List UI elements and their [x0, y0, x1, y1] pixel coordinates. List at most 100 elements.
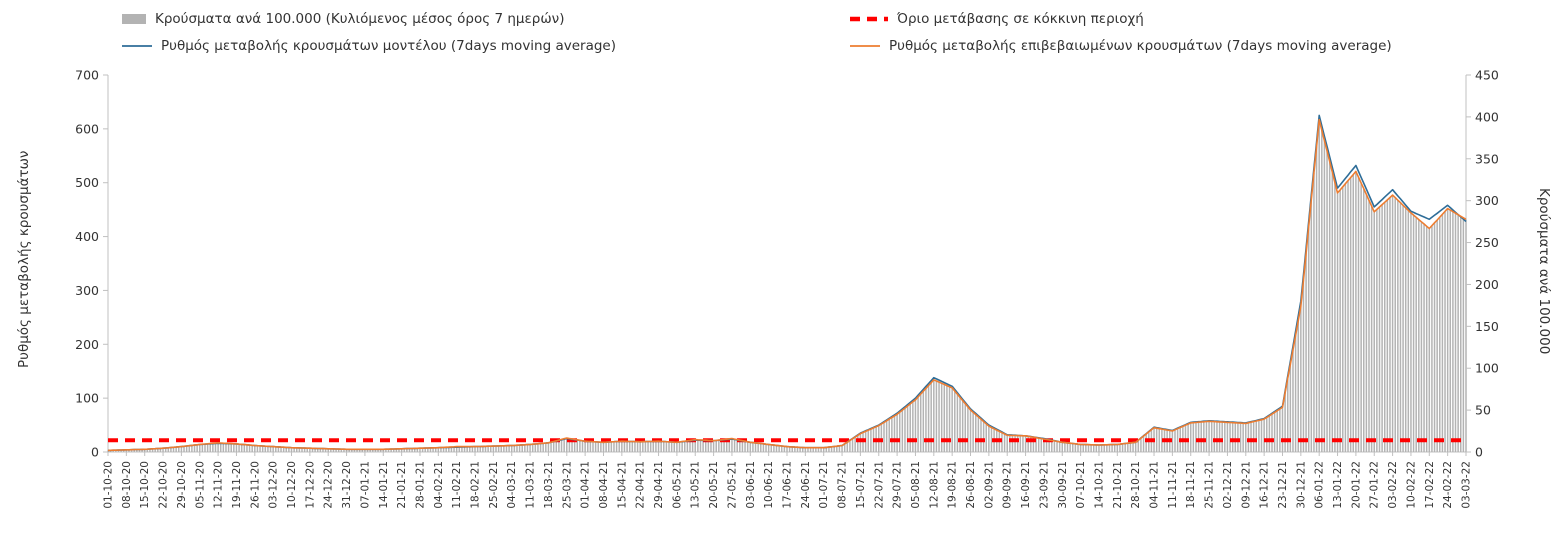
x-tick-label-group: 29-04-21 [653, 461, 665, 509]
x-tick-label: 21-10-21 [1112, 461, 1124, 509]
left-tick-label: 500 [75, 175, 99, 190]
x-tick-label: 24-02-22 [1442, 461, 1454, 509]
x-tick-label: 15-07-21 [855, 461, 867, 509]
right-tick-label: 100 [1475, 361, 1499, 376]
x-tick-label: 24-12-20 [323, 461, 335, 509]
x-tick-label: 16-12-21 [1259, 461, 1271, 509]
confirmed-line-series [107, 118, 1467, 452]
right-tick-label: 350 [1475, 151, 1499, 166]
x-tick-label: 02-09-21 [983, 461, 995, 509]
x-tick-label-group: 25-11-21 [1204, 461, 1216, 509]
right-tick-label: 450 [1475, 68, 1499, 83]
bars-legend-swatch-icon [122, 14, 146, 24]
legend-item-threshold: Όριο μετάβασης σε κόκκινη περιοχή [850, 11, 1144, 27]
x-tick-label-group: 22-07-21 [873, 461, 885, 509]
x-tick-label-group: 01-04-21 [580, 461, 592, 509]
left-tick-label: 400 [75, 229, 99, 244]
x-tick-label-group: 10-06-21 [763, 461, 775, 509]
x-tick-label: 27-01-22 [1369, 461, 1381, 509]
x-tick-label-group: 30-09-21 [1057, 461, 1069, 509]
model-line-series [107, 114, 1467, 452]
x-tick-label: 01-04-21 [580, 461, 592, 509]
x-tick-label-group: 27-01-22 [1369, 461, 1381, 509]
x-tick-label-group: 14-01-21 [378, 461, 390, 509]
x-tick-label: 13-05-21 [690, 461, 702, 509]
x-tick-label-group: 17-02-22 [1424, 461, 1436, 509]
x-tick-label-group: 18-02-21 [470, 461, 482, 509]
x-tick-label: 17-12-20 [304, 461, 316, 509]
x-tick-label-group: 09-09-21 [1002, 461, 1014, 509]
x-tick-label-group: 04-03-21 [506, 461, 518, 509]
legend-label-bars: Κρούσματα ανά 100.000 (Κυλιόμενος μέσος … [155, 11, 565, 27]
x-tick-label: 31-12-20 [341, 461, 353, 509]
x-tick-label: 03-03-22 [1461, 461, 1473, 509]
x-tick-label: 15-10-20 [139, 461, 151, 509]
threshold-legend-swatch-icon [850, 16, 888, 22]
legend-item-model: Ρυθμός μεταβολής κρουσμάτων μοντέλου (7d… [122, 38, 616, 54]
x-tick-label: 20-01-22 [1350, 461, 1362, 509]
x-tick-label-group: 10-02-22 [1405, 461, 1417, 509]
x-tick-label-group: 15-07-21 [855, 461, 867, 509]
x-tick-label: 25-02-21 [488, 461, 500, 509]
x-tick-label: 10-06-21 [763, 461, 775, 509]
x-tick-label: 19-08-21 [947, 461, 959, 509]
x-tick-label-group: 25-02-21 [488, 461, 500, 509]
x-tick-label: 08-04-21 [598, 461, 610, 509]
x-tick-label: 04-11-21 [1149, 461, 1161, 509]
x-tick-label: 21-01-21 [396, 461, 408, 509]
x-tick-label-group: 12-11-20 [213, 461, 225, 509]
x-tick-label-group: 20-01-22 [1350, 461, 1362, 509]
x-tick-label: 03-12-20 [268, 461, 280, 509]
x-tick-label: 02-12-21 [1222, 461, 1234, 509]
x-tick-label-group: 01-10-20 [103, 461, 115, 509]
x-tick-label-group: 21-10-21 [1112, 461, 1124, 509]
x-tick-label-group: 03-03-22 [1461, 461, 1473, 509]
x-tick-label-group: 22-04-21 [635, 461, 647, 509]
x-tick-label-group: 26-11-20 [249, 461, 261, 509]
x-tick-label-group: 28-10-21 [1130, 461, 1142, 509]
x-tick-label: 22-04-21 [635, 461, 647, 509]
right-tick-label: 50 [1475, 403, 1491, 418]
x-tick-label-group: 24-12-20 [323, 461, 335, 509]
x-tick-label: 23-12-21 [1277, 461, 1289, 509]
x-tick-label-group: 18-03-21 [543, 461, 555, 509]
x-tick-label-group: 02-09-21 [983, 461, 995, 509]
x-tick-label-group: 15-04-21 [616, 461, 628, 509]
x-tick-label-group: 11-02-21 [451, 461, 463, 509]
x-tick-label-group: 19-11-20 [231, 461, 243, 509]
x-tick-label-group: 11-11-21 [1167, 461, 1179, 509]
x-tick-label: 04-03-21 [506, 461, 518, 509]
x-tick-label: 20-05-21 [708, 461, 720, 509]
x-tick-label: 22-07-21 [873, 461, 885, 509]
x-tick-label: 10-12-20 [286, 461, 298, 509]
x-tick-label: 07-10-21 [1075, 461, 1087, 509]
right-tick-label: 0 [1475, 445, 1483, 460]
x-tick-label: 03-02-22 [1387, 461, 1399, 509]
x-tick-label: 16-09-21 [1020, 461, 1032, 509]
x-tick-label-group: 12-08-21 [928, 461, 940, 509]
x-tick-label-group: 30-12-21 [1295, 461, 1307, 509]
x-tick-label-group: 16-12-21 [1259, 461, 1271, 509]
x-tick-label: 18-11-21 [1185, 461, 1197, 509]
x-tick-label: 07-01-21 [359, 461, 371, 509]
x-tick-label: 29-10-20 [176, 461, 188, 509]
x-tick-label: 15-04-21 [616, 461, 628, 509]
x-tick-label-group: 04-02-21 [433, 461, 445, 509]
x-tick-label-group: 20-05-21 [708, 461, 720, 509]
x-tick-label-group: 11-03-21 [525, 461, 537, 509]
x-tick-label: 17-06-21 [782, 461, 794, 509]
x-tick-label: 30-09-21 [1057, 461, 1069, 509]
x-tick-label-group: 17-06-21 [782, 461, 794, 509]
bars-series [107, 119, 1467, 453]
x-tick-label-group: 19-08-21 [947, 461, 959, 509]
left-tick-label: 700 [75, 68, 99, 83]
x-tick-label-group: 01-07-21 [818, 461, 830, 509]
x-tick-label-group: 29-07-21 [892, 461, 904, 509]
x-tick-label-group: 23-12-21 [1277, 461, 1289, 509]
x-tick-label: 17-02-22 [1424, 461, 1436, 509]
x-tick-label-group: 05-11-20 [194, 461, 206, 509]
left-tick-label: 600 [75, 121, 99, 136]
x-tick-label: 28-10-21 [1130, 461, 1142, 509]
left-tick-label: 300 [75, 283, 99, 298]
